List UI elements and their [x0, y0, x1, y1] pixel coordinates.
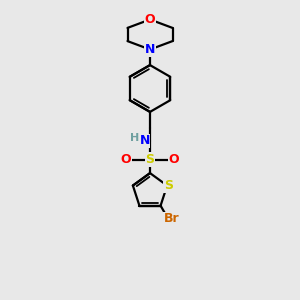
Text: N: N [145, 43, 155, 56]
Text: Br: Br [164, 212, 180, 225]
Text: H: H [130, 133, 139, 143]
Text: O: O [169, 153, 179, 166]
Text: S: S [164, 179, 173, 192]
Text: N: N [140, 134, 150, 148]
Text: O: O [121, 153, 131, 166]
Text: O: O [145, 13, 155, 26]
Text: S: S [146, 153, 154, 166]
